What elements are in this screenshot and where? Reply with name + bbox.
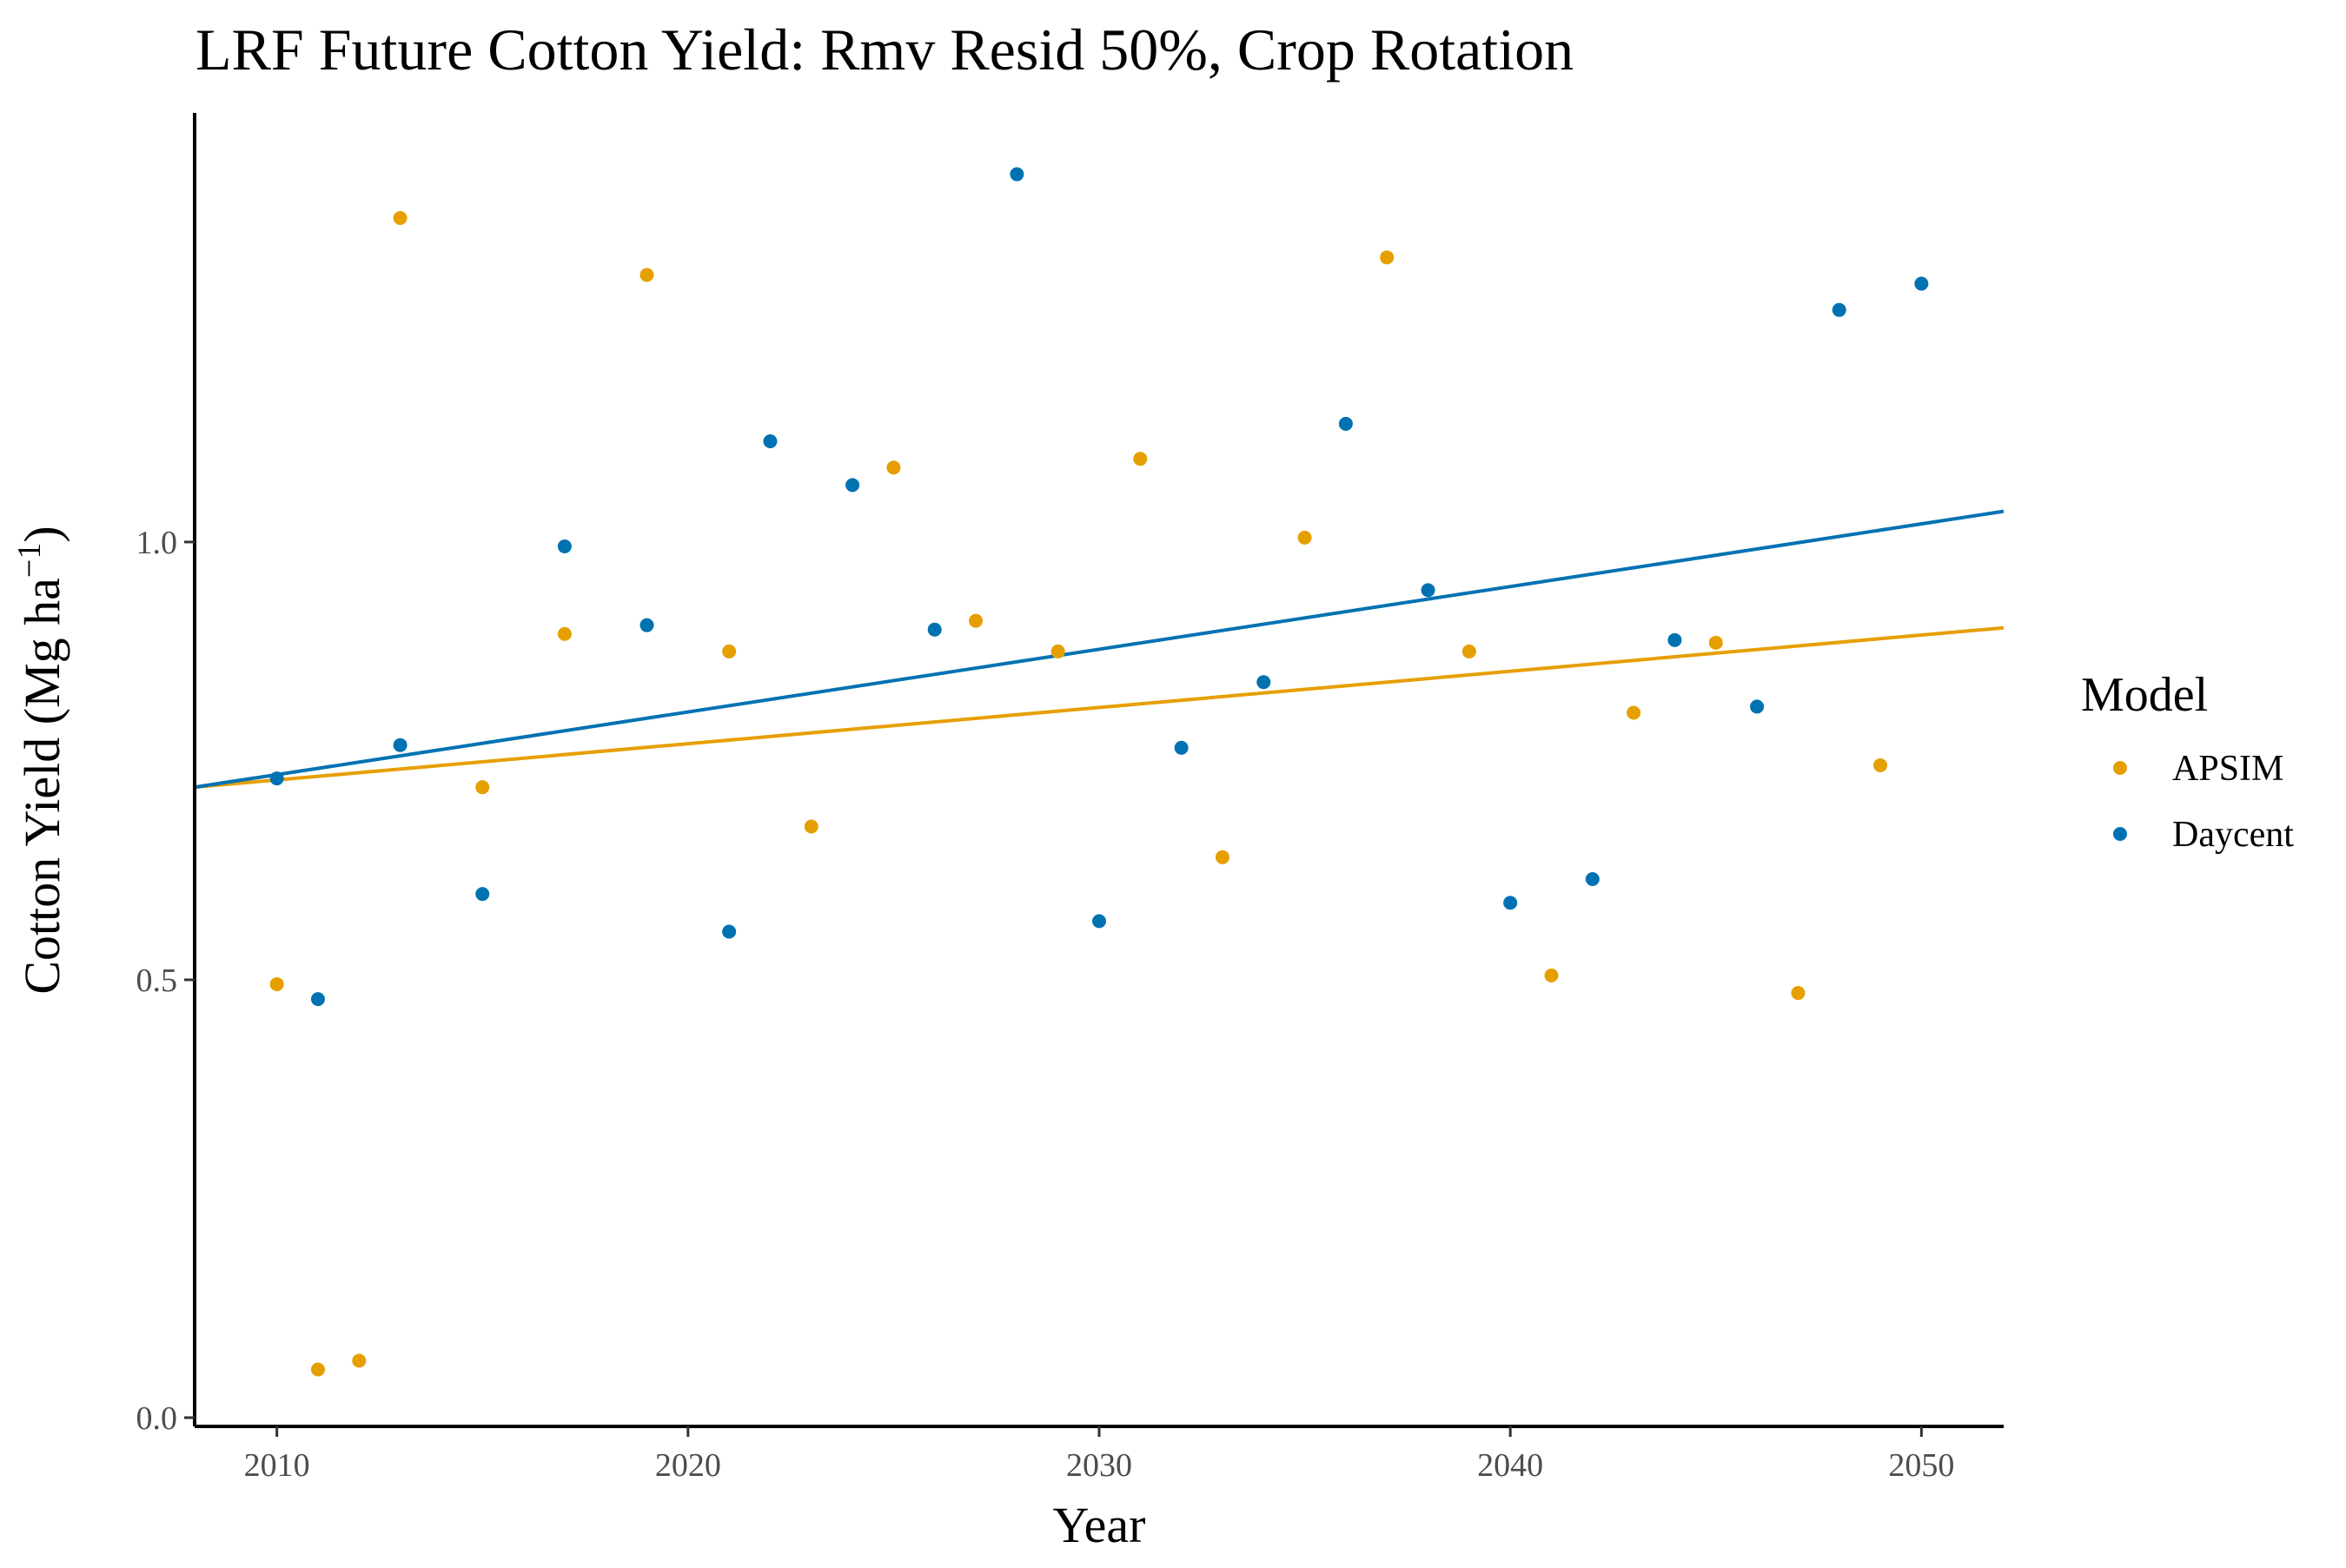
data-point-daycent <box>722 924 737 939</box>
trend-line-apsim <box>195 625 2004 790</box>
data-point-daycent <box>1914 276 1929 291</box>
data-point-daycent <box>1667 632 1682 647</box>
data-point-daycent <box>640 618 654 632</box>
data-point-apsim <box>1215 850 1229 864</box>
data-point-apsim <box>640 268 654 282</box>
x-tick-label: 2030 <box>1066 1447 1132 1484</box>
chart-title: LRF Future Cotton Yield: Rmv Resid 50%, … <box>196 17 1574 83</box>
x-tick-label: 2050 <box>1888 1447 1954 1484</box>
data-point-apsim <box>1133 452 1148 466</box>
data-point-daycent <box>1174 740 1189 755</box>
y-tick-label: 0.5 <box>136 963 178 999</box>
data-point-apsim <box>1297 530 1312 545</box>
x-tick-label: 2020 <box>655 1447 721 1484</box>
data-point-daycent <box>269 771 284 786</box>
legend-label-daycent: Daycent <box>2172 815 2294 855</box>
data-point-apsim <box>1873 758 1888 772</box>
data-point-apsim <box>886 460 901 475</box>
data-point-daycent <box>927 622 942 637</box>
data-point-apsim <box>352 1353 367 1368</box>
data-point-daycent <box>1338 416 1353 431</box>
data-point-apsim <box>804 819 818 834</box>
legend-key-daycent <box>2113 827 2127 841</box>
data-point-apsim <box>1791 986 1806 1001</box>
legend-title: Model <box>2081 668 2208 722</box>
data-point-apsim <box>1708 635 1723 650</box>
data-point-daycent <box>763 434 778 448</box>
data-point-daycent <box>393 738 408 752</box>
x-tick-label: 2040 <box>1477 1447 1543 1484</box>
data-point-apsim <box>557 626 572 641</box>
x-tick-label: 2010 <box>244 1447 310 1484</box>
data-point-apsim <box>393 210 408 225</box>
y-tick-label: 0.0 <box>136 1400 178 1437</box>
data-point-daycent <box>1503 896 1518 910</box>
data-point-daycent <box>557 539 572 553</box>
plot-area <box>195 167 2004 1377</box>
trend-line-daycent <box>195 509 2004 790</box>
data-point-apsim <box>269 976 284 991</box>
data-point-daycent <box>1585 872 1600 886</box>
data-point-daycent <box>1092 914 1106 929</box>
x-axis-title: Year <box>1053 1497 1146 1553</box>
data-point-daycent <box>845 478 860 493</box>
data-point-apsim <box>969 613 984 628</box>
data-point-apsim <box>310 1362 325 1377</box>
data-point-daycent <box>475 887 490 902</box>
data-point-apsim <box>1380 250 1395 265</box>
data-point-apsim <box>722 644 737 658</box>
legend: Model APSIM Daycent <box>2081 668 2294 855</box>
data-point-daycent <box>1010 167 1024 182</box>
data-point-daycent <box>1750 699 1765 714</box>
y-axis-title-close: ) <box>14 526 70 542</box>
data-point-daycent <box>1421 583 1435 598</box>
data-point-apsim <box>1544 968 1559 982</box>
legend-key-apsim <box>2113 761 2127 775</box>
data-point-daycent <box>310 992 325 1007</box>
data-point-apsim <box>475 780 490 795</box>
y-axis-title-superscript: −1 <box>11 543 48 578</box>
data-point-daycent <box>1256 675 1271 690</box>
axes: 2010 2020 2030 2040 2050 0.0 0.5 1.0 <box>136 113 2004 1484</box>
data-point-apsim <box>1050 644 1065 658</box>
y-axis-title: Cotton Yield (Mg ha−1) <box>11 526 70 994</box>
legend-label-apsim: APSIM <box>2172 749 2283 789</box>
y-axis-title-main: Cotton Yield (Mg ha <box>14 578 70 995</box>
data-point-daycent <box>1832 302 1846 317</box>
y-tick-label: 1.0 <box>136 525 178 561</box>
data-point-apsim <box>1627 705 1641 720</box>
data-point-apsim <box>1461 644 1476 658</box>
